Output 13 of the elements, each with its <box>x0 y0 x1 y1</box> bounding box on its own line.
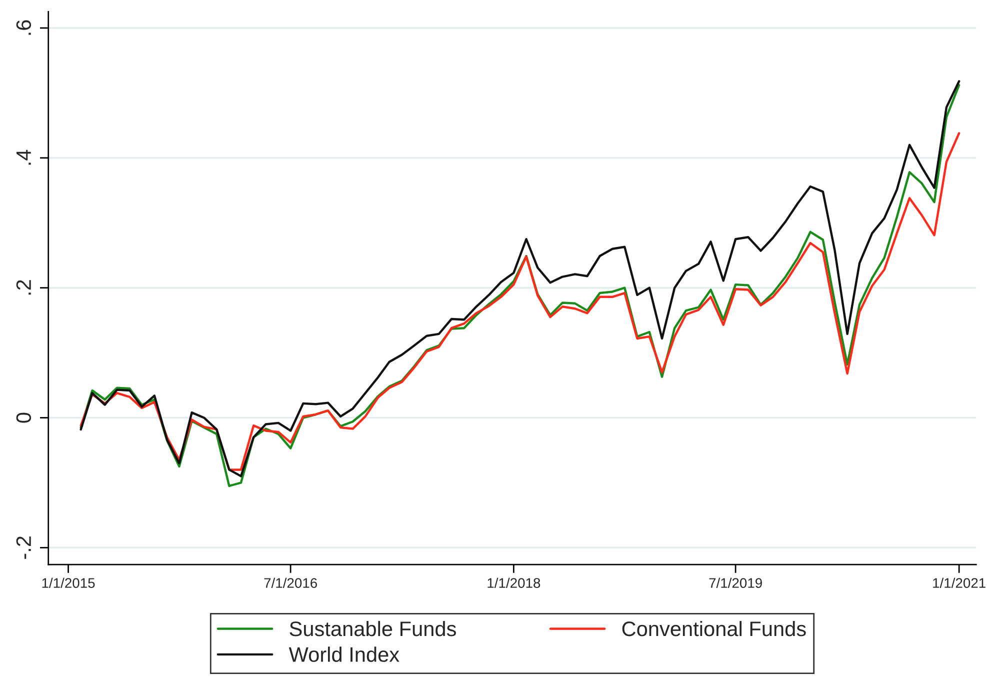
x-tick-label: 1/1/2018 <box>488 578 540 588</box>
x-tick-label: 7/1/2019 <box>709 578 762 588</box>
y-tick-label: .6 <box>16 20 32 35</box>
legend-label: World Index <box>288 646 400 662</box>
y-tick-label: .2 <box>16 280 31 295</box>
legend-label: Sustanable Funds <box>290 620 456 636</box>
y-tick-label: -.2 <box>16 536 31 559</box>
x-tick-label: 1/1/2021 <box>933 578 986 588</box>
x-tick-label: 1/1/2015 <box>42 578 95 588</box>
y-tick-label: .4 <box>16 150 31 165</box>
x-tick-label: 7/1/2016 <box>264 578 317 588</box>
legend-label: Conventional Funds <box>622 620 806 636</box>
y-tick-label: 0 <box>16 412 32 423</box>
